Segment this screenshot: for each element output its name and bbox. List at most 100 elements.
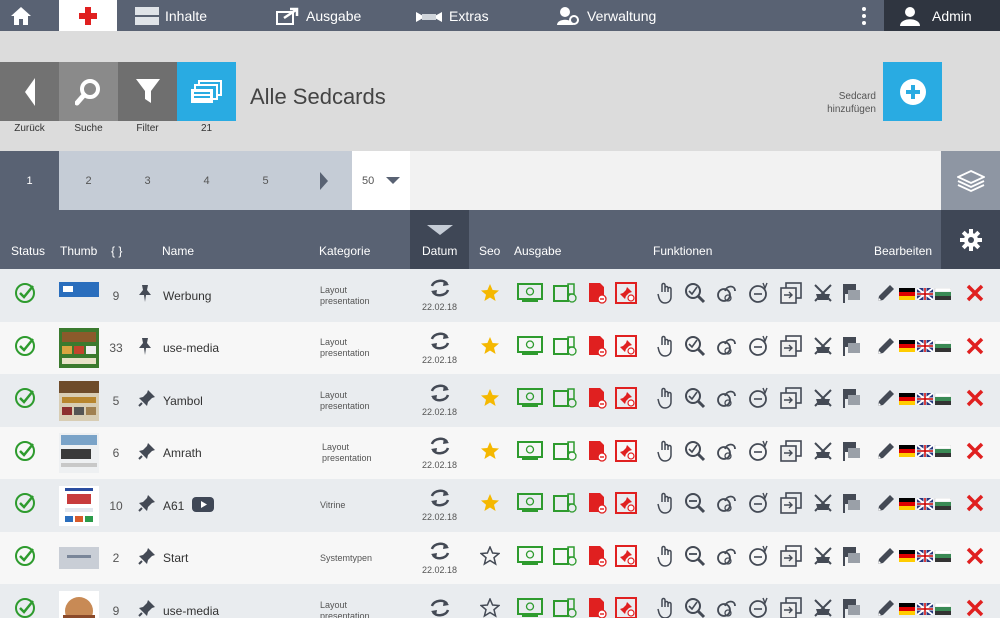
func-version[interactable] <box>748 374 770 427</box>
header-status[interactable]: Status <box>11 244 46 258</box>
next-page-button[interactable] <box>295 151 352 210</box>
output-web[interactable] <box>517 532 543 585</box>
add-sedcard-button[interactable] <box>883 62 942 121</box>
edit-button[interactable] <box>876 584 896 618</box>
delete-button[interactable] <box>966 532 984 585</box>
table-row[interactable]: 2 Start Systemtypen 22.02.18 <box>0 531 1000 585</box>
pin-button[interactable] <box>138 374 156 427</box>
pin-button[interactable] <box>138 269 152 322</box>
func-link[interactable] <box>716 532 738 585</box>
header-count[interactable]: { } <box>111 244 123 258</box>
func-link[interactable] <box>716 584 738 618</box>
thumbnail[interactable] <box>59 532 99 585</box>
sedcards-button[interactable] <box>177 62 236 121</box>
home-button[interactable] <box>10 0 32 31</box>
func-hand[interactable] <box>656 374 676 427</box>
func-review[interactable] <box>684 479 706 532</box>
output-web[interactable] <box>517 322 543 375</box>
header-kategorie[interactable]: Kategorie <box>319 244 371 258</box>
sedcard-name[interactable]: use-media <box>163 584 219 618</box>
seo-star[interactable] <box>479 532 501 585</box>
delete-button[interactable] <box>966 479 984 532</box>
func-link[interactable] <box>716 269 738 322</box>
func-link[interactable] <box>716 479 738 532</box>
edit-button[interactable] <box>876 427 896 480</box>
func-copy[interactable] <box>780 532 802 585</box>
func-cart[interactable] <box>812 479 834 532</box>
func-version[interactable] <box>748 427 770 480</box>
status-toggle[interactable] <box>14 584 36 618</box>
output-web[interactable] <box>517 479 543 532</box>
edit-button[interactable] <box>876 269 896 322</box>
sedcard-name[interactable]: use-media <box>163 322 219 375</box>
output-devices[interactable] <box>553 374 577 427</box>
back-button[interactable] <box>0 62 59 121</box>
output-pin[interactable] <box>615 584 637 618</box>
func-review[interactable] <box>684 584 706 618</box>
thumbnail[interactable] <box>59 584 99 618</box>
func-link[interactable] <box>716 427 738 480</box>
nav-ausgabe[interactable]: Ausgabe <box>276 0 361 31</box>
more-menu-button[interactable] <box>858 0 870 31</box>
pin-button[interactable] <box>138 532 156 585</box>
func-hand[interactable] <box>656 532 676 585</box>
func-copy[interactable] <box>780 269 802 322</box>
func-copy[interactable] <box>780 584 802 618</box>
nav-inhalte[interactable]: Inhalte <box>135 0 207 31</box>
func-flag[interactable] <box>842 374 862 427</box>
output-pdf[interactable] <box>587 479 607 532</box>
output-web[interactable] <box>517 374 543 427</box>
edit-button[interactable] <box>876 322 896 375</box>
sedcard-name[interactable]: Yambol <box>163 374 203 427</box>
output-pdf[interactable] <box>587 427 607 480</box>
per-page-select[interactable]: 50 <box>352 151 410 210</box>
func-flag[interactable] <box>842 584 862 618</box>
func-copy[interactable] <box>780 479 802 532</box>
page-2[interactable]: 2 <box>85 174 92 187</box>
output-pdf[interactable] <box>587 269 607 322</box>
func-cart[interactable] <box>812 532 834 585</box>
nav-extras[interactable]: Extras <box>415 0 489 31</box>
output-pin[interactable] <box>615 532 637 585</box>
sync-icon[interactable] <box>429 279 451 302</box>
func-hand[interactable] <box>656 584 676 618</box>
header-seo[interactable]: Seo <box>479 244 501 258</box>
edit-button[interactable] <box>876 532 896 585</box>
pin-button[interactable] <box>138 427 156 480</box>
func-version[interactable] <box>748 532 770 585</box>
delete-button[interactable] <box>966 427 984 480</box>
thumbnail[interactable] <box>59 269 99 322</box>
output-devices[interactable] <box>553 269 577 322</box>
header-datum-active[interactable]: Datum <box>410 210 469 269</box>
func-review[interactable] <box>684 427 706 480</box>
func-version[interactable] <box>748 479 770 532</box>
sync-icon[interactable] <box>429 332 451 355</box>
thumbnail[interactable] <box>59 427 99 480</box>
func-flag[interactable] <box>842 322 862 375</box>
status-toggle[interactable] <box>14 374 36 427</box>
func-review[interactable] <box>684 374 706 427</box>
func-version[interactable] <box>748 322 770 375</box>
table-settings-button[interactable] <box>941 210 1000 269</box>
page-1[interactable]: 1 <box>0 151 59 210</box>
language-flags[interactable] <box>899 322 952 375</box>
func-copy[interactable] <box>780 427 802 480</box>
output-web[interactable] <box>517 269 543 322</box>
func-cart[interactable] <box>812 322 834 375</box>
sedcard-name[interactable]: A61 <box>163 479 215 532</box>
output-devices[interactable] <box>553 532 577 585</box>
language-flags[interactable] <box>899 427 952 480</box>
delete-button[interactable] <box>966 584 984 618</box>
func-flag[interactable] <box>842 479 862 532</box>
func-flag[interactable] <box>842 269 862 322</box>
output-devices[interactable] <box>553 584 577 618</box>
edit-button[interactable] <box>876 374 896 427</box>
delete-button[interactable] <box>966 374 984 427</box>
sync-icon[interactable] <box>429 489 451 512</box>
sedcard-name[interactable]: Amrath <box>163 427 202 480</box>
table-row[interactable]: 6 Amrath Layout presentation 22.02.18 <box>0 426 1000 480</box>
search-button[interactable] <box>59 62 118 121</box>
func-hand[interactable] <box>656 479 676 532</box>
page-3[interactable]: 3 <box>144 174 151 187</box>
output-web[interactable] <box>517 584 543 618</box>
